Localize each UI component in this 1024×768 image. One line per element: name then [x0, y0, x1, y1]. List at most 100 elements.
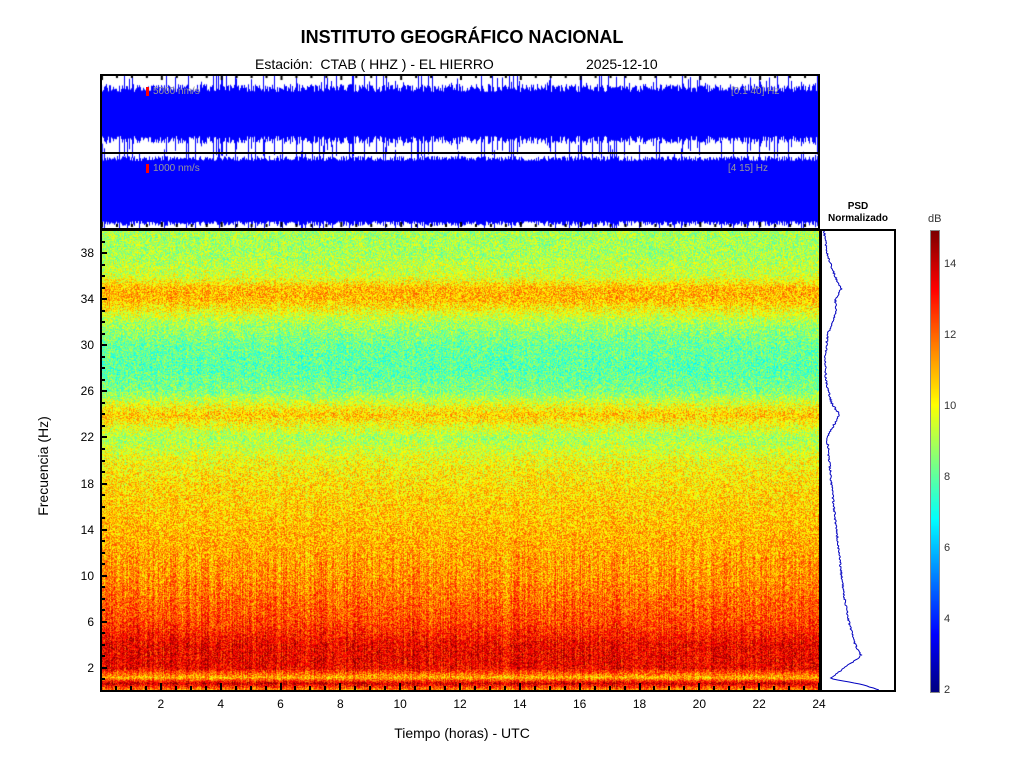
x-tick-mark: [414, 686, 416, 690]
seismogram-filtered-frame: [100, 152, 820, 230]
x-tick-label: 24: [804, 697, 834, 711]
y-tick-mark: [101, 298, 107, 300]
y-tick-mark: [101, 678, 105, 680]
x-tick-mark: [175, 686, 177, 690]
seismogram-1-scale: 5000 nm/s: [153, 86, 200, 97]
x-tick-mark: [683, 686, 685, 690]
y-tick-label: 30: [64, 338, 94, 352]
x-tick-mark: [579, 683, 581, 690]
y-tick-mark: [101, 287, 105, 289]
y-tick-mark: [101, 425, 105, 427]
y-tick-mark: [101, 586, 105, 588]
x-tick-label: 14: [505, 697, 535, 711]
colorbar-tick-label: 4: [944, 613, 950, 625]
x-tick-mark: [609, 686, 611, 690]
x-tick-mark: [639, 683, 641, 690]
y-tick-mark: [101, 241, 105, 243]
x-tick-mark: [549, 686, 551, 690]
colorbar-label: dB: [928, 213, 941, 225]
y-tick-mark: [101, 644, 105, 646]
x-tick-mark: [145, 686, 147, 690]
y-tick-mark: [101, 621, 107, 623]
y-tick-mark: [101, 310, 105, 312]
x-tick-mark: [100, 683, 102, 690]
y-tick-label: 2: [64, 661, 94, 675]
colorbar-tick-label: 12: [944, 329, 956, 341]
x-tick-mark: [624, 686, 626, 690]
psd-title: PSD Normalizado: [820, 201, 896, 225]
psd-curve: [824, 231, 879, 690]
psd-panel: [820, 229, 896, 692]
colorbar-tick-label: 14: [944, 258, 956, 270]
y-tick-mark: [101, 460, 105, 462]
y-tick-mark: [101, 333, 105, 335]
y-tick-label: 6: [64, 615, 94, 629]
y-tick-mark: [101, 448, 105, 450]
station-label: Estación: CTAB ( HHZ ) - EL HIERRO: [255, 56, 494, 72]
y-tick-label: 18: [64, 477, 94, 491]
x-tick-mark: [653, 686, 655, 690]
y-tick-mark: [101, 667, 107, 669]
y-tick-mark: [101, 483, 107, 485]
x-tick-mark: [594, 686, 596, 690]
x-tick-mark: [743, 686, 745, 690]
x-tick-label: 6: [266, 697, 296, 711]
y-tick-mark: [101, 563, 105, 565]
x-tick-mark: [668, 686, 670, 690]
colorbar-tick-label: 2: [944, 684, 950, 696]
y-tick-mark: [101, 344, 107, 346]
x-tick-mark: [220, 683, 222, 690]
x-axis-label: Tiempo (horas) - UTC: [0, 725, 924, 741]
x-tick-mark: [294, 686, 296, 690]
y-tick-mark: [101, 275, 105, 277]
x-tick-label: 22: [744, 697, 774, 711]
x-tick-mark: [728, 686, 730, 690]
x-tick-mark: [190, 686, 192, 690]
y-tick-label: 10: [64, 569, 94, 583]
x-tick-mark: [773, 686, 775, 690]
y-tick-mark: [101, 575, 107, 577]
y-tick-mark: [101, 494, 105, 496]
x-tick-mark: [384, 686, 386, 690]
x-tick-label: 20: [684, 697, 714, 711]
y-tick-mark: [101, 356, 105, 358]
x-tick-mark: [265, 686, 267, 690]
y-tick-mark: [101, 540, 105, 542]
x-tick-label: 4: [206, 697, 236, 711]
scale-bar-2: [146, 164, 149, 173]
x-tick-mark: [534, 686, 536, 690]
y-tick-mark: [101, 413, 105, 415]
y-tick-label: 34: [64, 292, 94, 306]
seismogram-broadband-frame: [100, 74, 820, 154]
y-tick-mark: [101, 632, 105, 634]
scale-bar-1: [146, 87, 149, 96]
x-tick-mark: [250, 686, 252, 690]
x-tick-mark: [354, 686, 356, 690]
y-tick-label: 14: [64, 523, 94, 537]
y-tick-mark: [101, 252, 107, 254]
psd-title-line1: PSD: [820, 201, 896, 213]
y-tick-label: 38: [64, 246, 94, 260]
x-tick-mark: [280, 683, 282, 690]
seismogram-2-scale: 1000 nm/s: [153, 163, 200, 174]
psd-title-line2: Normalizado: [820, 213, 896, 225]
colorbar: [930, 230, 940, 693]
y-tick-mark: [101, 655, 105, 657]
y-tick-label: 22: [64, 430, 94, 444]
x-tick-mark: [504, 686, 506, 690]
y-tick-mark: [101, 471, 105, 473]
x-tick-mark: [115, 686, 117, 690]
x-tick-label: 10: [385, 697, 415, 711]
date-label: 2025-12-10: [586, 56, 658, 72]
y-tick-mark: [101, 517, 105, 519]
y-tick-mark: [101, 402, 105, 404]
figure-title: INSTITUTO GEOGRÁFICO NACIONAL: [0, 27, 924, 48]
x-tick-label: 16: [565, 697, 595, 711]
x-tick-mark: [519, 683, 521, 690]
x-tick-mark: [205, 686, 207, 690]
y-tick-mark: [101, 609, 105, 611]
x-tick-label: 18: [625, 697, 655, 711]
y-tick-mark: [101, 379, 105, 381]
x-tick-mark: [758, 683, 760, 690]
x-tick-mark: [160, 683, 162, 690]
